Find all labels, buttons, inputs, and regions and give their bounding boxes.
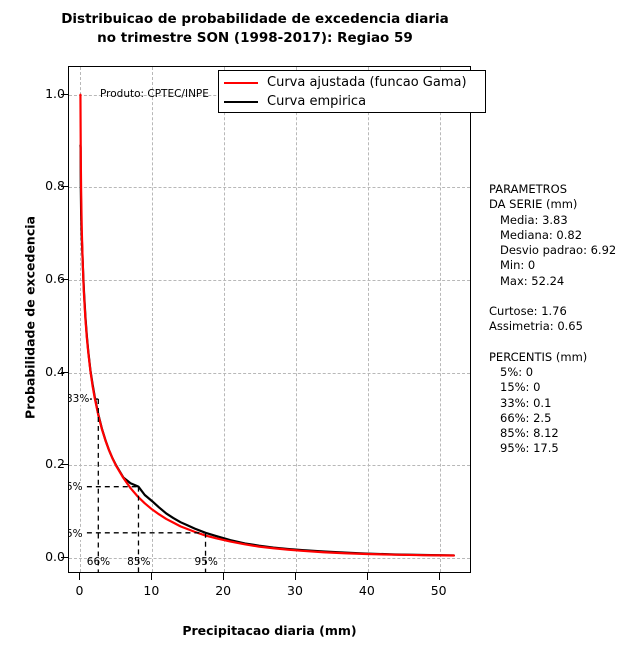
- stats-max: Max: 52.24: [500, 273, 565, 288]
- plot-area: 33% 66% 5% 85% 5% 95%: [68, 66, 471, 573]
- gridline-horizontal: [69, 372, 470, 374]
- stats-min: Min: 0: [500, 258, 536, 273]
- x-axis-label: Precipitacao diaria (mm): [182, 623, 357, 638]
- chart-title-line-2: no trimestre SON (1998-2017): Regiao 59: [97, 30, 413, 46]
- gridline-horizontal: [69, 557, 470, 559]
- x-axis-tick-label: 20: [215, 583, 232, 598]
- gridline-vertical: [152, 67, 154, 572]
- x-axis-tick-mark: [295, 573, 296, 580]
- stats-spacer-2: [489, 335, 639, 350]
- stats-mediana: Mediana: 0.82: [500, 227, 583, 242]
- annotation-x-label: 85%: [127, 556, 151, 568]
- gridline-vertical: [296, 67, 297, 572]
- curves-svg: [79, 93, 455, 557]
- y-axis-tick-mark: [61, 464, 68, 466]
- reference-lines-svg: [69, 398, 207, 572]
- stats-assimetria: Assimetria: 0.65: [489, 319, 583, 334]
- y-axis-tick-mark: [61, 93, 68, 95]
- gridline-horizontal: [69, 187, 470, 189]
- stats-curtose: Curtose: 1.76: [489, 304, 567, 319]
- annotation-y-label: 33%: [69, 393, 91, 406]
- chart-title: Distribuicao de probabilidade de exceden…: [0, 10, 510, 48]
- x-axis-tick-mark: [223, 573, 225, 580]
- annotation-x-label: 66%: [86, 556, 111, 568]
- x-axis-tick-label: 50: [430, 583, 447, 598]
- legend-item-empirical: Curva empirica: [224, 92, 480, 111]
- y-axis-tick-mark: [61, 186, 68, 188]
- y-axis-tick-label: 0.8: [45, 178, 65, 194]
- legend-item-fitted: Curva ajustada (funcao Gama): [224, 73, 480, 92]
- y-axis-label: Probabilidade de excedencia: [22, 216, 38, 419]
- gridline-vertical: [80, 67, 82, 572]
- fitted-curve: [79, 93, 455, 557]
- stats-desvio-padrao: Desvio padrao: 6.92: [500, 243, 617, 258]
- stats-percentil-33: 33%: 0.1: [500, 395, 552, 410]
- y-axis-tick-label: 1.0: [45, 85, 65, 101]
- y-axis-tick-mark: [61, 278, 68, 280]
- x-axis-tick-mark: [151, 573, 153, 580]
- x-axis-tick-label: 30: [287, 583, 303, 598]
- legend-swatch-empirical-icon: [224, 100, 258, 103]
- stats-percentil-85: 85%: 8.12: [500, 426, 559, 441]
- stats-spacer-1: [489, 289, 639, 304]
- legend-label-fitted: Curva ajustada (funcao Gama): [267, 75, 467, 90]
- legend: Curva ajustada (funcao Gama) Curva empir…: [218, 70, 486, 113]
- y-axis-tick-label: 0.4: [45, 363, 65, 379]
- legend-swatch-fitted-icon: [224, 81, 258, 84]
- y-axis-tick-label: 0.0: [45, 548, 65, 564]
- stats-percentil-95: 95%: 17.5: [500, 441, 559, 456]
- x-axis-tick-mark: [79, 573, 81, 580]
- chart-title-line-1: Distribuicao de probabilidade de exceden…: [61, 11, 449, 27]
- y-axis-tick-label: 0.2: [45, 456, 65, 472]
- x-axis-tick-label: 10: [143, 583, 160, 598]
- y-axis-tick-label: 0.6: [45, 270, 65, 286]
- x-axis-tick-mark: [366, 573, 368, 580]
- stats-percentil-66: 66%: 2.5: [500, 410, 552, 425]
- annotation-y-label: 5%: [69, 527, 84, 540]
- x-axis-tick-mark: [438, 573, 440, 580]
- legend-label-empirical: Curva empirica: [267, 94, 367, 109]
- annotation-x-label: 95%: [194, 556, 218, 568]
- stats-heading-2: DA SERIE (mm): [489, 197, 578, 212]
- gridline-vertical: [439, 67, 441, 572]
- y-axis-tick-mark: [61, 556, 68, 558]
- gridline-vertical: [224, 67, 226, 572]
- gridline-horizontal: [69, 465, 470, 467]
- x-axis-tick-label: 40: [358, 583, 375, 598]
- stats-percentil-15: 15%: 0: [500, 380, 541, 395]
- produto-note: Produto: CPTEC/INPE: [100, 88, 209, 100]
- x-axis-tick-label: 0: [75, 583, 84, 598]
- y-axis-tick-mark: [61, 371, 68, 373]
- gridline-horizontal: [69, 279, 470, 281]
- stats-panel: PARAMETROS DA SERIE (mm) Media: 3.83 Med…: [489, 182, 639, 457]
- annotation-y-label: 5%: [69, 481, 84, 494]
- stats-media: Media: 3.83: [500, 212, 568, 227]
- stats-percentis-heading: PERCENTIS (mm): [489, 349, 588, 364]
- plot-inner: 33% 66% 5% 85% 5% 95%: [69, 67, 470, 572]
- gridline-vertical: [367, 67, 369, 572]
- stats-percentil-5: 5%: 0: [500, 364, 534, 379]
- stats-heading-1: PARAMETROS: [489, 182, 568, 196]
